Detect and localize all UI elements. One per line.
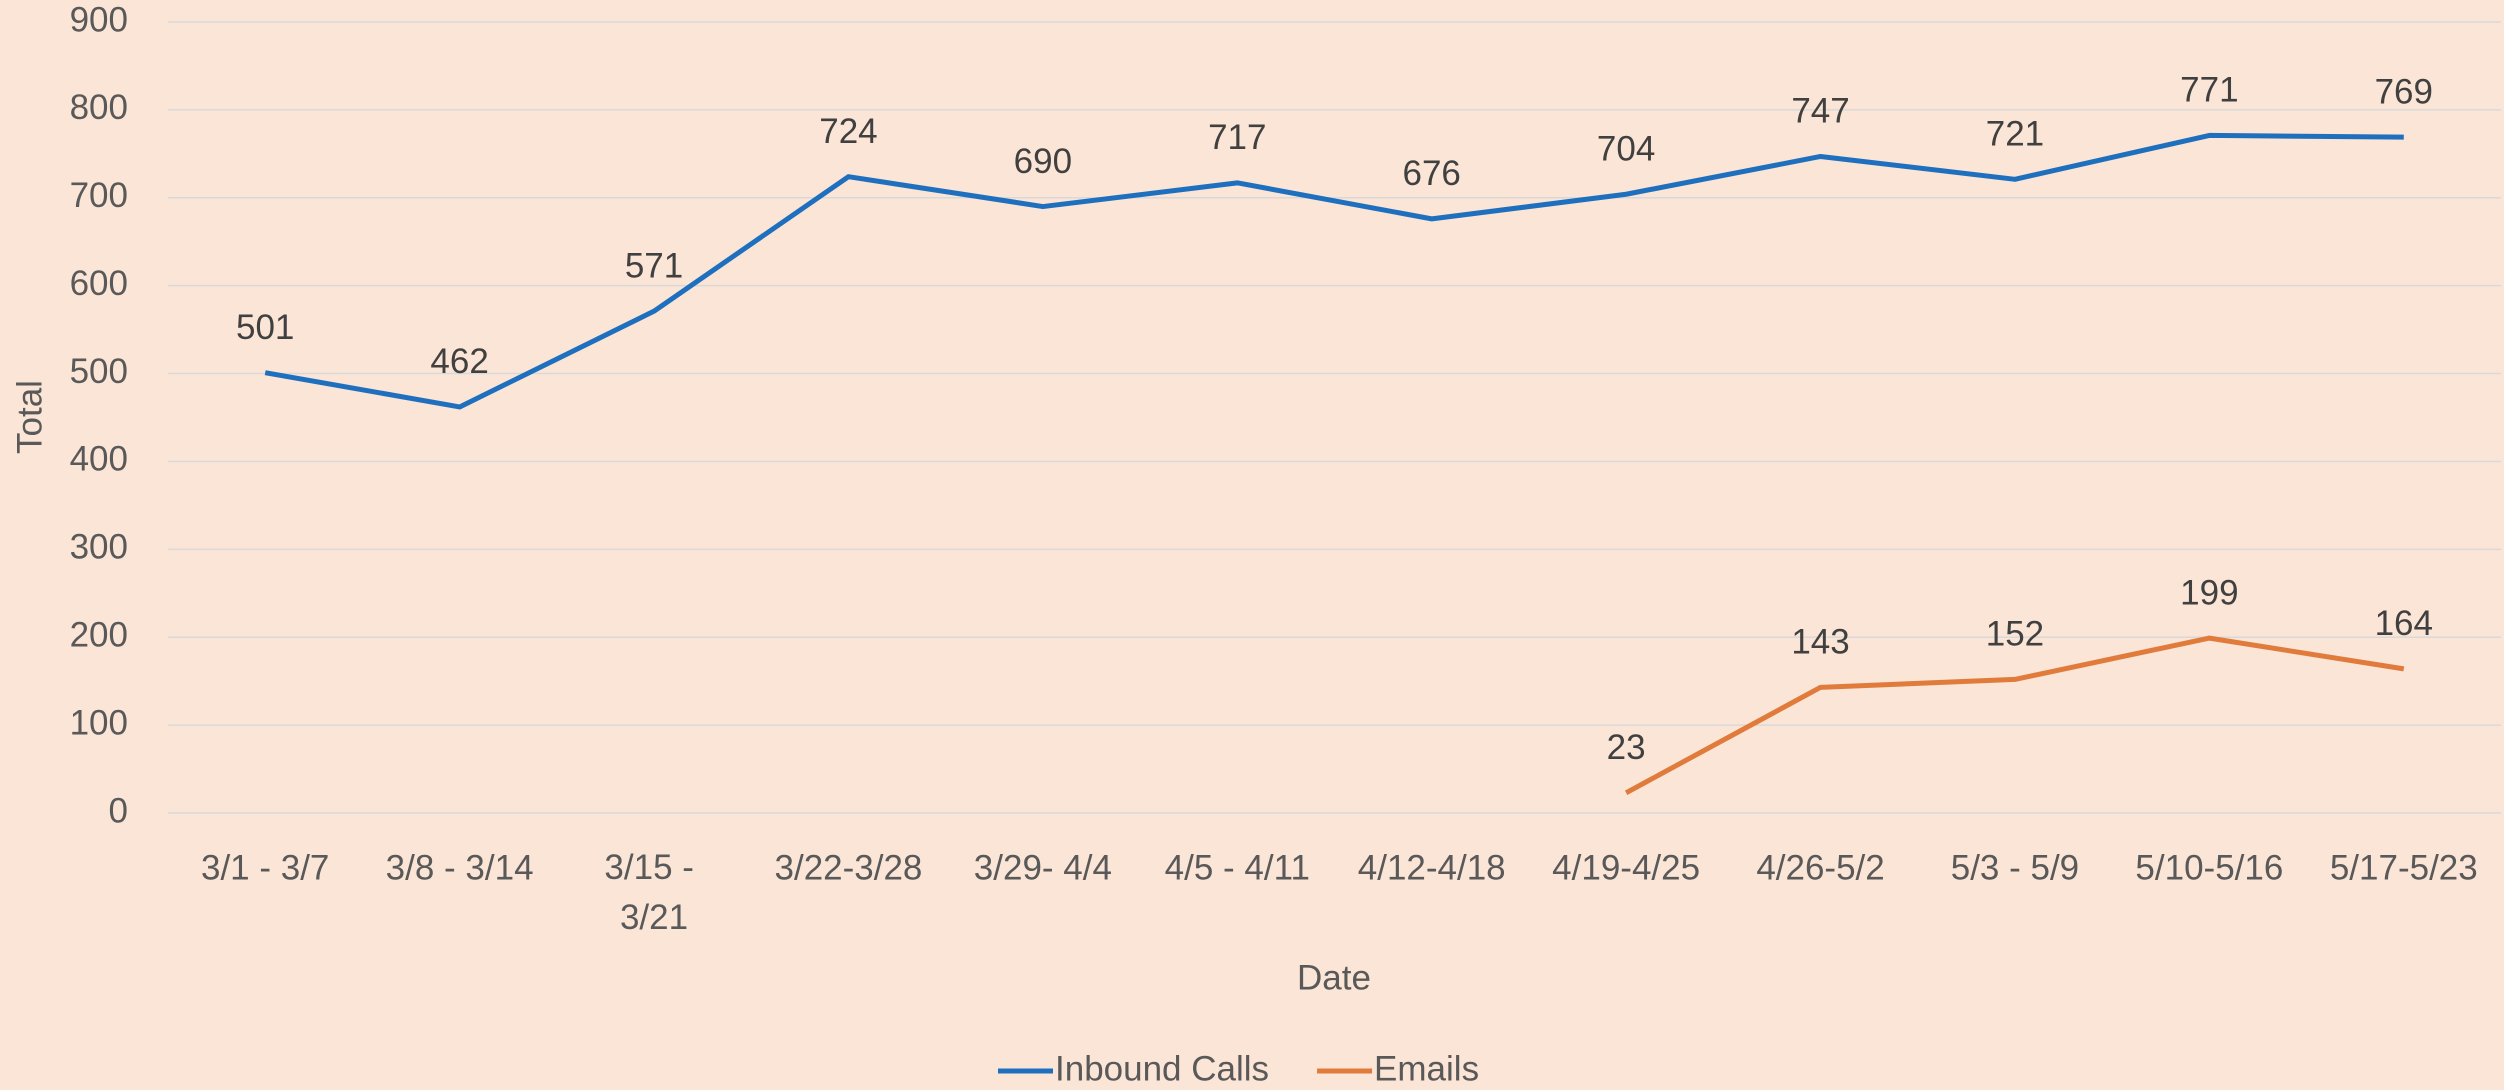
data-label: 164 [2375,604,2433,643]
data-label: 721 [1986,115,2044,154]
data-label: 771 [2180,71,2238,110]
x-tick-label: 3/8 - 3/14 [386,848,534,887]
data-label: 23 [1607,728,1646,767]
data-label: 747 [1791,92,1849,131]
data-label: 462 [430,342,488,381]
series-line [264,132,2404,410]
data-label: 676 [1403,154,1461,193]
y-tick-label: 300 [70,528,128,567]
data-label: 143 [1791,623,1849,662]
y-tick-label: 200 [70,615,128,654]
y-axis-title: Total [10,380,49,454]
y-tick-label: 100 [70,703,128,742]
y-tick-label: 700 [70,176,128,215]
data-label: 571 [625,246,683,285]
legend-label: Emails [1374,1049,1479,1088]
x-tick-label: 3/1 - 3/7 [201,848,329,887]
data-label: 199 [2180,573,2238,612]
y-tick-label: 800 [70,88,128,127]
legend-label: Inbound Calls [1055,1049,1269,1088]
x-tick-label: 4/19-4/25 [1552,848,1700,887]
data-label: 690 [1014,142,1072,181]
x-tick-label: 5/17-5/23 [2330,848,2478,887]
x-tick-label: 4/5 - 4/11 [1165,848,1310,887]
x-tick-label: 4/26-5/2 [1756,848,1884,887]
x-tick-label-line: 3/15 - [604,848,703,887]
data-label: 769 [2375,72,2433,111]
data-label: 501 [236,308,294,347]
x-tick-label: 3/29- 4/4 [974,848,1112,887]
x-axis-title: Date [1297,958,1371,997]
x-tick-label: 5/10-5/16 [2135,848,2283,887]
data-label: 704 [1597,130,1655,169]
x-tick-label-line: 3/21 [620,898,688,937]
x-tick-label: 3/15 - 3/21 [604,848,703,937]
x-tick-label: 4/12-4/18 [1358,848,1506,887]
y-tick-label: 500 [70,352,128,391]
y-tick-label: 600 [70,264,128,303]
data-label: 717 [1208,118,1266,157]
y-tick-label: 0 [109,791,128,830]
data-label: 724 [819,112,877,151]
series-line [1624,635,2405,795]
x-tick-label: 5/3 - 5/9 [1951,848,2079,887]
data-label: 152 [1986,615,2044,654]
y-tick-label: 900 [70,0,128,39]
x-tick-label: 3/22-3/28 [775,848,923,887]
y-tick-label: 400 [70,440,128,479]
